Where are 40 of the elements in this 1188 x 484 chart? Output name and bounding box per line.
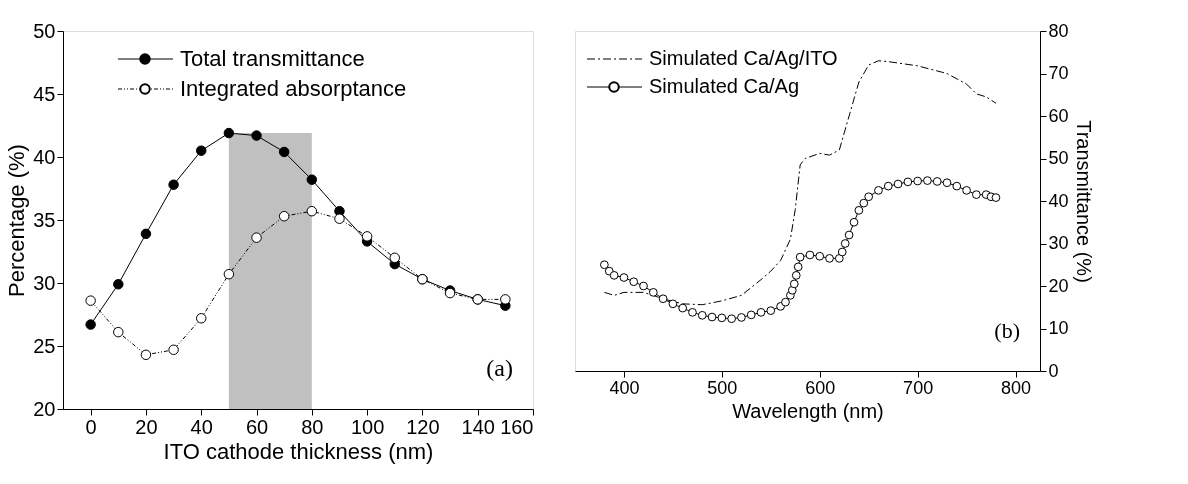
x-tick-label: 500 [707,377,738,398]
y-tick-label: 25 [33,334,56,357]
legend-label: Simulated Ca/Ag [649,75,800,97]
y2-tick-label: 20 [1048,275,1069,296]
y2-tick-label: 60 [1048,105,1069,126]
y-tick-label: 45 [33,82,56,105]
x-tick-label: 160 [500,415,534,438]
y2-tick-label: 30 [1048,233,1069,253]
x-tick-label: 40 [190,415,213,438]
x-tick-label: 80 [301,415,324,438]
x-tick-label: 800 [1001,377,1032,398]
annotation: (b) [994,318,1020,343]
legend-label: Integrated absorptance [180,76,407,101]
y2-tick-label: 0 [1048,360,1059,381]
x-tick-label: 0 [85,415,97,438]
x-tick-label: 140 [461,415,495,438]
x-tick-label: 600 [805,377,836,398]
y-tick-label: 30 [33,271,56,294]
y2-tick-label: 70 [1048,63,1069,83]
y2-tick-label: 40 [1048,190,1069,211]
x-tick-label: 100 [350,415,385,438]
x-tick-label: 20 [135,415,158,438]
x-tick-label: 700 [903,377,934,398]
x-axis-title: Wavelength (nm) [732,399,884,422]
x-axis-title: ITO cathode thickness (nm) [163,438,434,464]
legend-label: Simulated Ca/Ag/ITO [649,47,838,69]
y2-tick-label: 80 [1048,20,1069,41]
x-tick-label: 60 [245,415,269,438]
legend-label: Total transmittance [180,46,365,71]
annotation: (a) [486,355,513,381]
y-axis-title: Percentage (%) [4,144,30,297]
y2-tick-label: 10 [1048,318,1069,338]
y-tick-label: 40 [33,145,56,168]
y-tick-label: 35 [33,208,56,231]
x-tick-label: 120 [406,415,440,438]
x-tick-label: 400 [609,377,640,398]
y2-tick-label: 50 [1048,148,1069,168]
y-tick-label: 20 [33,397,56,420]
y-tick-label: 50 [33,19,56,42]
y2-axis-title: Transmittance (%) [1072,120,1095,283]
